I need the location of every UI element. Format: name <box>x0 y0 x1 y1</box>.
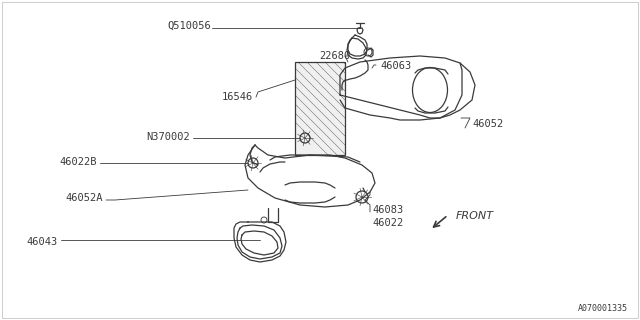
Text: 46083: 46083 <box>372 205 403 215</box>
Text: 16546: 16546 <box>221 92 253 102</box>
Text: 46052: 46052 <box>472 119 503 129</box>
Bar <box>295 62 345 155</box>
Text: 46063: 46063 <box>380 61 412 71</box>
Text: 46022B: 46022B <box>60 157 97 167</box>
Text: 22680: 22680 <box>319 51 350 61</box>
Text: Q510056: Q510056 <box>167 21 211 31</box>
Text: 46043: 46043 <box>27 237 58 247</box>
Text: FRONT: FRONT <box>456 211 494 221</box>
Text: N370002: N370002 <box>147 132 190 142</box>
Text: 46022: 46022 <box>372 218 403 228</box>
Text: A070001335: A070001335 <box>578 304 628 313</box>
Text: 46052A: 46052A <box>65 193 103 203</box>
